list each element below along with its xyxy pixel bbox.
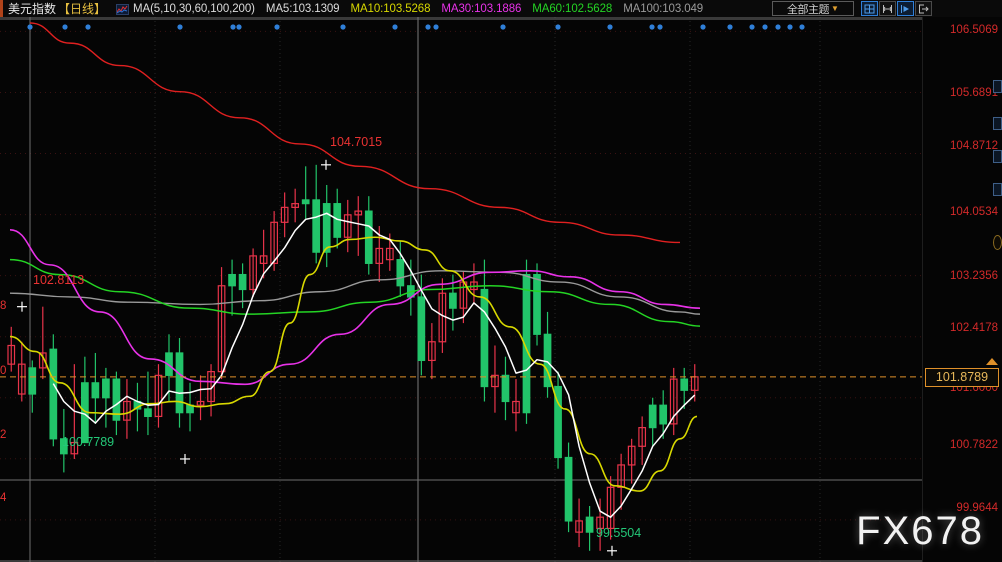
price-tick-label: 104.0534: [950, 206, 998, 218]
edge-tool-button-4[interactable]: [993, 183, 1002, 196]
edge-tool-button-5[interactable]: [993, 235, 1002, 250]
ma30-value: MA30:103.1886: [441, 2, 522, 15]
symbol-name: 美元指数: [8, 2, 57, 16]
clipped-price-label: 2: [0, 429, 7, 441]
ma10-value: MA10:103.5268: [350, 2, 431, 15]
edge-tool-button-3[interactable]: [993, 150, 1002, 163]
ma5-value: MA5:103.1309: [265, 2, 340, 15]
chart-plot-area[interactable]: [0, 17, 922, 562]
price-tick-label: 102.4178: [950, 322, 998, 334]
price-tick-label: 99.9644: [956, 502, 998, 514]
ma100-value: MA100:103.049: [623, 2, 704, 15]
ma60-value: MA60:102.5628: [532, 2, 613, 15]
export-icon[interactable]: [915, 1, 932, 16]
current-price-badge[interactable]: 101.8789: [925, 367, 999, 387]
header-accent-stripe: [0, 0, 3, 17]
price-tick-label: 106.5069: [950, 24, 998, 36]
low-annotation-left: 100.7789: [62, 435, 115, 449]
mini-chart-icon: [116, 4, 130, 15]
edge-tool-button-2[interactable]: [993, 117, 1002, 130]
price-tick-label: 104.8712: [950, 140, 998, 152]
crosshair-icon[interactable]: [861, 1, 878, 16]
price-tick-label: 103.2356: [950, 270, 998, 282]
chevron-down-icon: ▼: [831, 4, 839, 13]
measure-icon[interactable]: [879, 1, 896, 16]
candlestick-canvas: [0, 17, 922, 562]
clipped-price-label: 4: [0, 492, 7, 504]
edge-tool-button-1[interactable]: [993, 80, 1002, 93]
price-axis[interactable]: 106.5069 105.6891 104.8712 104.0534 103.2356…: [922, 17, 1002, 562]
theme-selector-button[interactable]: 全部主题 ▼: [772, 1, 854, 16]
mid-annotation: 102.8113: [33, 273, 85, 287]
symbol-period: 【日线】: [58, 2, 107, 16]
ma-formula-label: MA(5,10,30,60,100,200): [133, 2, 255, 15]
clipped-price-label: 0: [0, 365, 7, 377]
axis-divider: [922, 17, 923, 562]
clipped-price-label: 8: [0, 300, 7, 312]
theme-selector-label: 全部主题: [787, 3, 830, 16]
low-annotation-right: 99.5504: [596, 526, 642, 540]
price-tick-label: 100.7822: [950, 439, 998, 451]
chart-header-bar: 美元指数 【日线】 MA(5,10,30,60,100,200) MA5:103…: [0, 0, 1002, 17]
high-annotation: 104.7015: [330, 135, 383, 149]
current-price-arrow-icon: [986, 357, 998, 365]
playback-icon[interactable]: [897, 1, 914, 16]
site-watermark: FX678: [856, 509, 984, 553]
price-tick-label: 105.6891: [950, 87, 998, 99]
